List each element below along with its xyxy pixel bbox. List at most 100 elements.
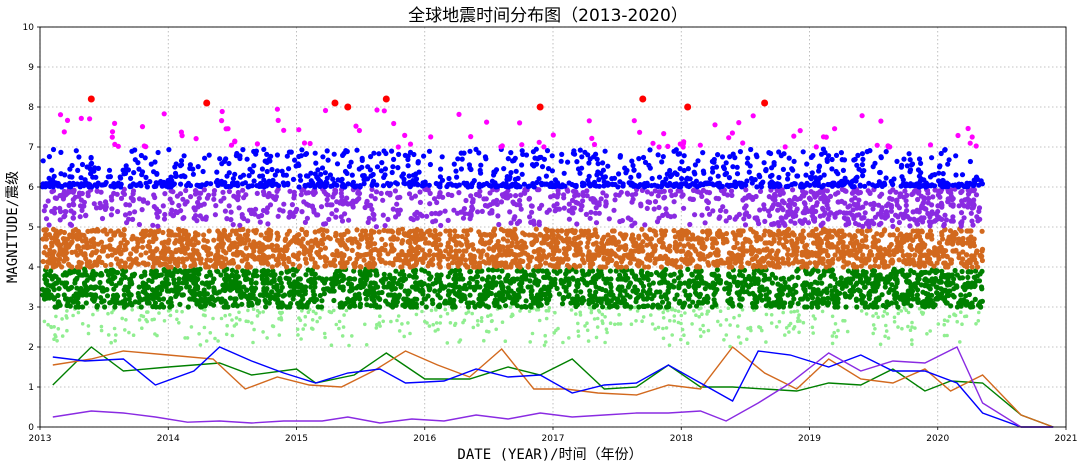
scatter-point: [786, 227, 791, 232]
scatter-point: [907, 311, 911, 315]
scatter-point: [962, 282, 967, 287]
scatter-point: [71, 314, 75, 318]
scatter-point: [701, 324, 705, 328]
scatter-point: [139, 304, 144, 309]
scatter-point: [273, 292, 278, 297]
scatter-point: [783, 280, 788, 285]
scatter-point: [353, 260, 358, 265]
scatter-point: [340, 263, 345, 268]
scatter-point: [634, 290, 639, 295]
scatter-point: [270, 273, 275, 278]
scatter-point: [557, 291, 562, 296]
scatter-point: [419, 282, 424, 287]
scatter-point: [114, 333, 118, 337]
scatter-point: [719, 323, 723, 327]
scatter-point: [250, 254, 255, 259]
scatter-point: [319, 227, 324, 232]
scatter-point: [772, 237, 777, 242]
scatter-point: [837, 291, 842, 296]
scatter-point: [964, 264, 969, 269]
scatter-point: [768, 232, 773, 237]
scatter-point: [365, 236, 370, 241]
scatter-point: [263, 236, 268, 241]
scatter-point: [873, 244, 878, 249]
scatter-point: [326, 235, 331, 240]
scatter-point: [887, 276, 892, 281]
scatter-point: [500, 244, 505, 249]
scatter-point: [248, 264, 253, 269]
scatter-point: [303, 323, 307, 327]
scatter-point: [253, 228, 258, 233]
scatter-point: [368, 240, 373, 245]
scatter-point: [57, 256, 62, 261]
scatter-point: [462, 296, 467, 301]
scatter-point: [798, 233, 803, 238]
scatter-point: [764, 340, 768, 344]
scatter-point: [598, 310, 602, 314]
scatter-point: [41, 259, 46, 264]
scatter-point: [486, 314, 490, 318]
scatter-point: [398, 252, 403, 257]
scatter-point: [115, 294, 120, 299]
scatter-point: [132, 272, 137, 277]
scatter-point: [91, 313, 95, 317]
scatter-point: [574, 299, 579, 304]
scatter-point: [651, 280, 656, 285]
scatter-point: [646, 254, 651, 259]
scatter-point: [374, 270, 379, 275]
scatter-point: [781, 287, 786, 292]
scatter-point: [225, 333, 229, 337]
scatter-point: [821, 310, 825, 314]
scatter-point: [715, 231, 720, 236]
scatter-point: [754, 304, 759, 309]
scatter-point: [138, 318, 142, 322]
scatter-point: [601, 243, 606, 248]
scatter-point: [555, 286, 560, 291]
scatter-point: [512, 227, 517, 232]
scatter-point: [955, 320, 959, 324]
scatter-point: [311, 289, 316, 294]
scatter-point: [686, 341, 690, 345]
scatter-point: [192, 262, 197, 267]
scatter-point: [82, 251, 87, 256]
scatter-point: [790, 275, 795, 280]
scatter-point: [756, 259, 761, 264]
scatter-point: [530, 204, 535, 209]
scatter-point: [644, 243, 649, 248]
scatter-point: [833, 252, 838, 257]
scatter-point: [828, 283, 833, 288]
scatter-point: [893, 316, 897, 320]
scatter-point: [426, 263, 431, 268]
scatter-point: [687, 304, 692, 309]
scatter-point: [792, 232, 797, 237]
scatter-point: [221, 241, 226, 246]
scatter-point: [756, 249, 761, 254]
scatter-point: [351, 296, 356, 301]
scatter-point: [611, 208, 616, 213]
scatter-point: [211, 317, 215, 321]
scatter-point: [104, 268, 109, 273]
scatter-point: [706, 232, 711, 237]
scatter-point: [881, 314, 885, 318]
scatter-point: [150, 256, 155, 261]
scatter-point: [832, 331, 836, 335]
scatter-point: [836, 256, 841, 261]
scatter-point: [230, 228, 235, 233]
scatter-point: [178, 268, 183, 273]
scatter-point: [63, 255, 68, 260]
scatter-point: [244, 319, 248, 323]
scatter-point: [534, 264, 539, 269]
scatter-point: [545, 317, 549, 321]
scatter-point: [701, 280, 706, 285]
scatter-point: [265, 336, 269, 340]
scatter-point: [725, 333, 729, 337]
scatter-point: [497, 275, 502, 280]
scatter-point: [73, 227, 78, 232]
scatter-point: [108, 300, 113, 305]
scatter-point: [972, 275, 977, 280]
scatter-point: [802, 244, 807, 249]
scatter-point: [55, 304, 60, 309]
scatter-point: [123, 328, 127, 332]
scatter-point: [562, 279, 567, 284]
scatter-point: [291, 272, 296, 277]
